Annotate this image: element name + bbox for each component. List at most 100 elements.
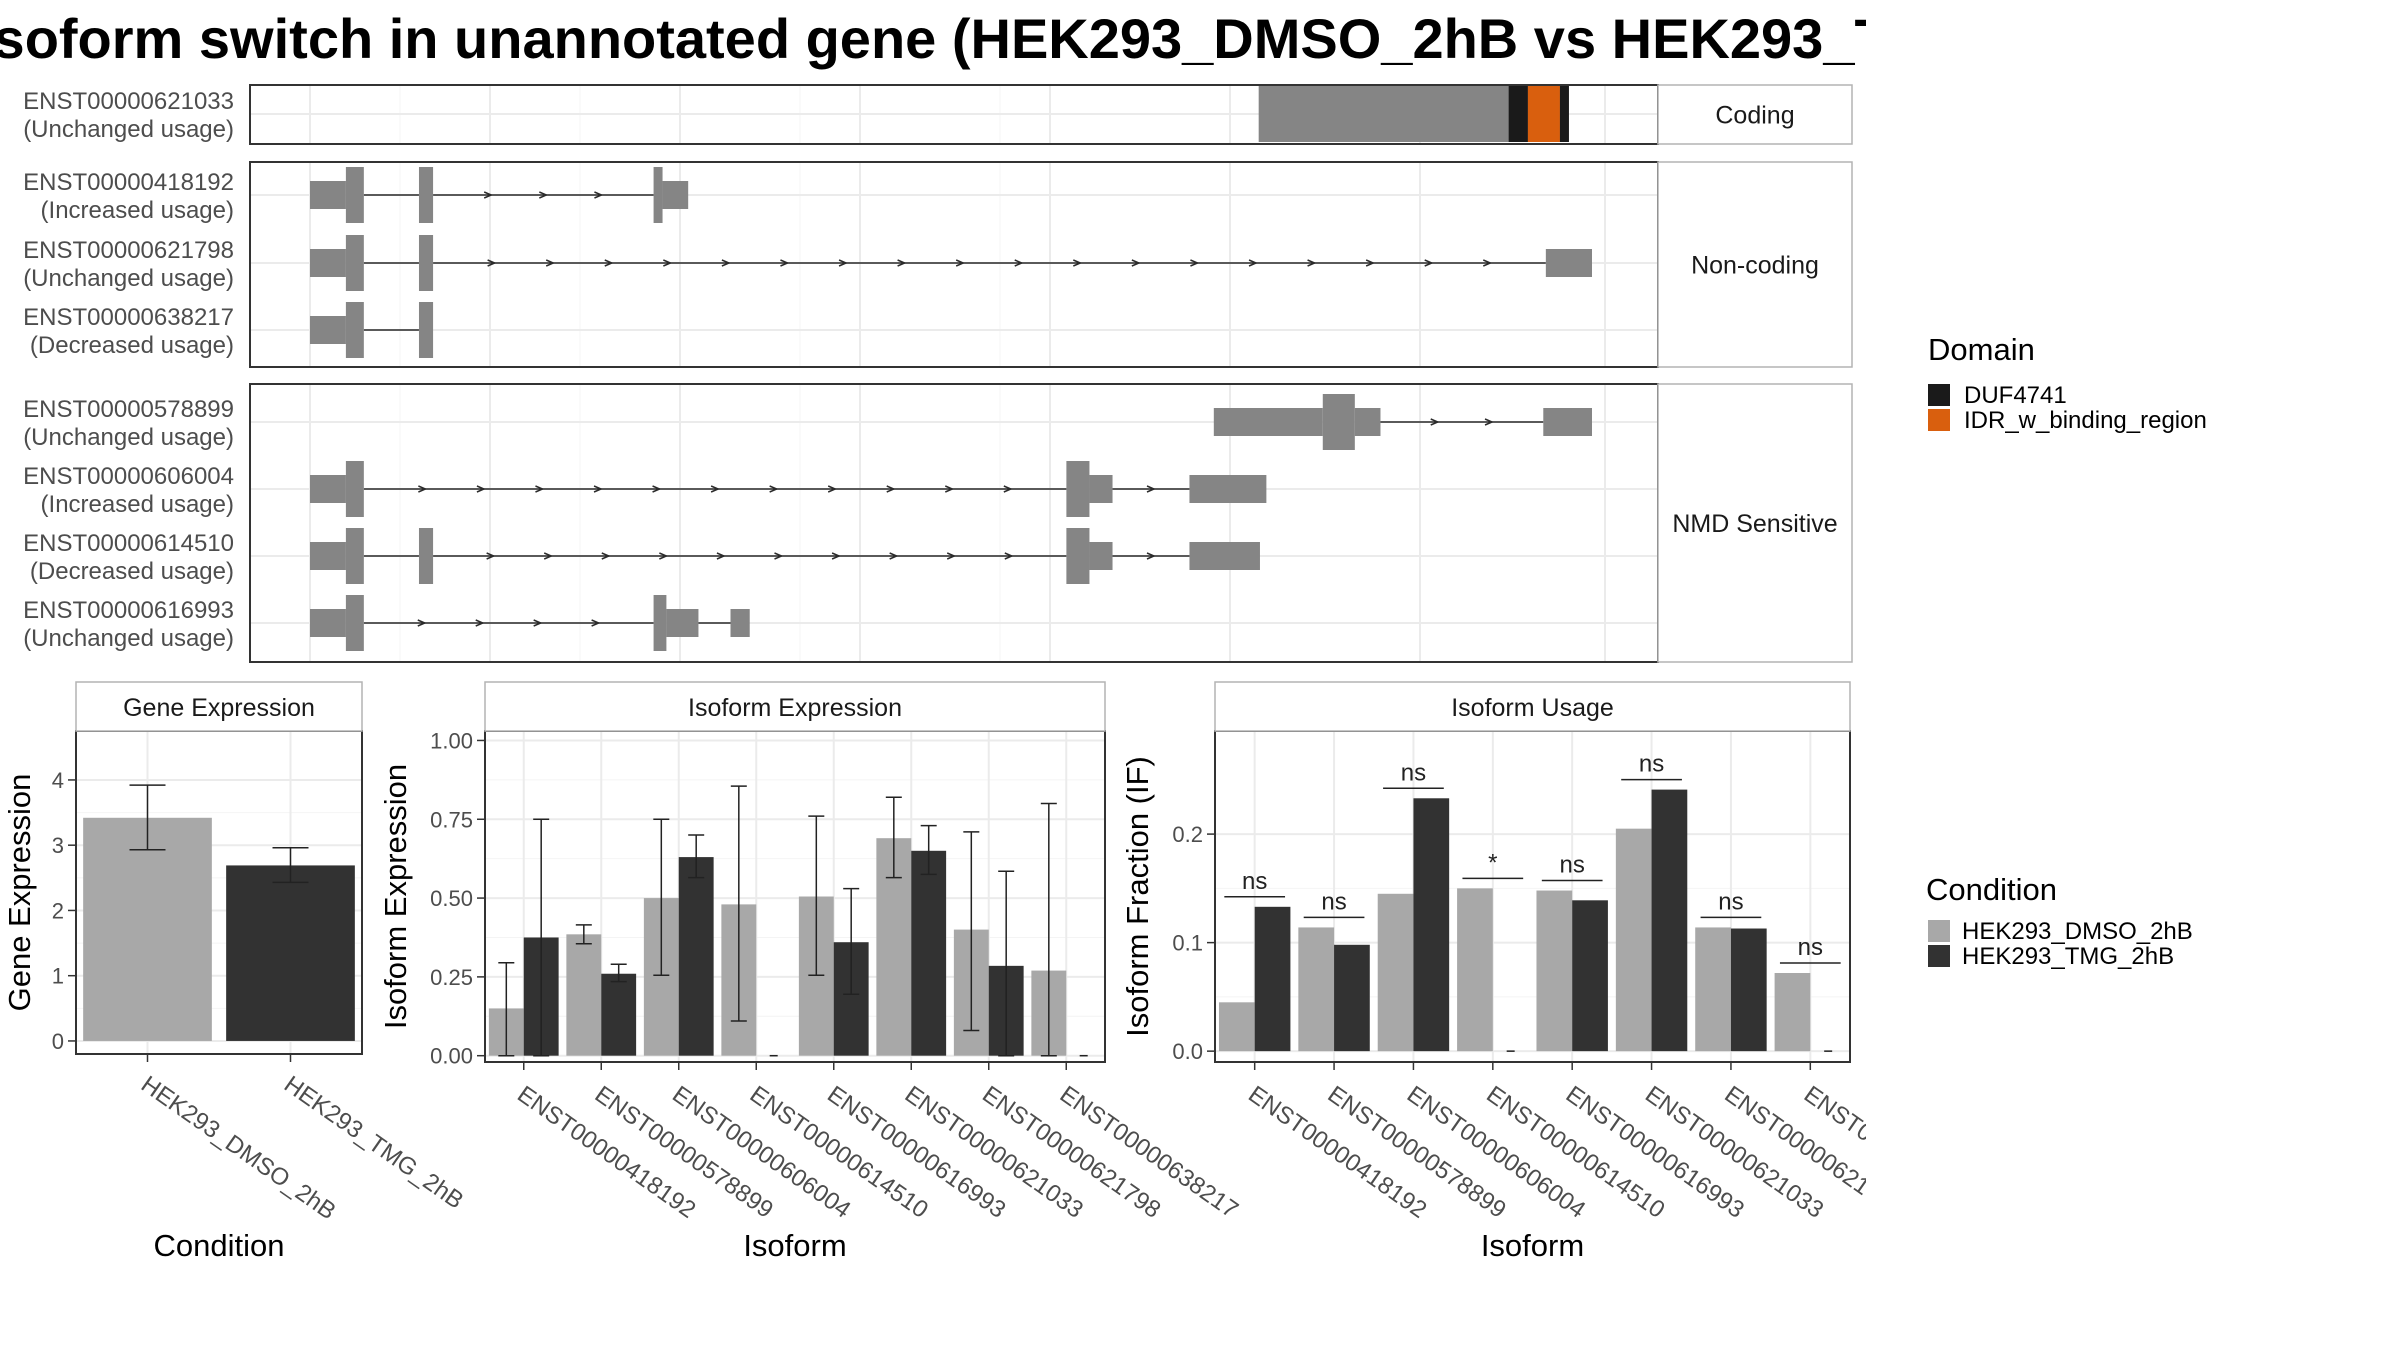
transcript-ENST00000616993: ENST00000616993(Unchanged usage) xyxy=(23,595,750,652)
y-tick-label: 3 xyxy=(52,833,64,858)
intron-direction-arrow xyxy=(774,552,784,560)
intron-direction-arrow xyxy=(539,191,549,199)
intron-direction-arrow xyxy=(1014,259,1024,267)
y-tick-label: 0.1 xyxy=(1172,931,1203,956)
intron-direction-arrow xyxy=(1003,485,1013,493)
transcript-id-label: ENST00000614510 xyxy=(23,530,234,557)
utr-exon xyxy=(1089,475,1113,503)
intron-direction-arrow xyxy=(889,552,899,560)
intron-direction-arrow xyxy=(1190,259,1200,267)
significance-label: ns xyxy=(1560,852,1585,879)
intron-direction-arrow xyxy=(827,485,838,493)
bar-hek293_dmso_2hb-enst00000578899 xyxy=(566,934,602,1056)
y-axis-label: Gene Expression xyxy=(2,774,37,1012)
intron-direction-arrow xyxy=(663,259,673,267)
coding-exon xyxy=(1322,394,1355,450)
utr-exon xyxy=(662,181,689,209)
legend-title: Domain xyxy=(1928,332,2035,367)
bar-hek293_tmg_2hb-enst00000606004 xyxy=(678,857,714,1056)
intron-direction-arrow xyxy=(591,619,601,627)
utr-exon xyxy=(310,609,346,637)
intron-direction-arrow xyxy=(721,259,731,267)
facet-panel-background xyxy=(250,384,1658,662)
intron-direction-arrow xyxy=(1484,418,1494,426)
intron-direction-arrow xyxy=(1307,259,1317,267)
y-tick-label: 4 xyxy=(52,768,64,793)
legend-title: Condition xyxy=(1926,872,2057,907)
bar-hek293_tmg_2hb-enst00000418192 xyxy=(1254,906,1291,1052)
y-tick-label: 0.0 xyxy=(1172,1039,1203,1064)
facet-strip-label: Non-coding xyxy=(1691,252,1819,280)
title-clip-mask xyxy=(1866,0,2400,1350)
intron-direction-arrow xyxy=(1004,552,1014,560)
legend-swatch xyxy=(1928,384,1950,406)
intron-direction-arrow xyxy=(886,485,896,493)
intron-direction-arrow xyxy=(1248,259,1258,267)
coding-exon xyxy=(1066,528,1090,584)
intron-direction-arrow xyxy=(659,552,669,560)
intron-direction-arrow xyxy=(838,259,848,267)
coding-exon xyxy=(653,595,667,651)
transcript-usage-label: (Unchanged usage) xyxy=(23,424,234,451)
bar-hek293_tmg_2hb-enst00000606004 xyxy=(1413,798,1450,1052)
significance-label: * xyxy=(1488,849,1497,876)
intron-direction-arrow xyxy=(1424,259,1434,267)
transcript-usage-label: (Decreased usage) xyxy=(30,332,234,359)
legend-swatch xyxy=(1928,945,1950,967)
facet-panel-background xyxy=(250,162,1658,367)
utr-exon xyxy=(730,609,750,637)
significance-label: ns xyxy=(1798,934,1823,961)
intron-direction-arrow xyxy=(716,552,726,560)
intron-direction-arrow xyxy=(1131,259,1141,267)
intron-direction-arrow xyxy=(1073,259,1083,267)
coding-exon xyxy=(345,461,364,517)
y-tick-label: 2 xyxy=(52,898,64,923)
utr-exon xyxy=(1354,408,1381,436)
intron-direction-arrow xyxy=(946,552,957,560)
intron-direction-arrow xyxy=(780,259,790,267)
transcript-usage-label: (Unchanged usage) xyxy=(23,116,234,143)
transcript-ENST00000578899: ENST00000578899(Unchanged usage) xyxy=(23,394,1592,451)
intron-direction-arrow xyxy=(476,485,486,493)
significance-label: ns xyxy=(1321,888,1346,915)
bar-hek293_dmso_2hb xyxy=(83,817,212,1041)
transcript-ENST00000614510: ENST00000614510(Decreased usage) xyxy=(23,528,1260,585)
transcript-id-label: ENST00000621033 xyxy=(23,88,234,115)
utr-exon xyxy=(310,316,346,344)
y-axis-label: Isoform Expression xyxy=(378,764,413,1029)
intron-direction-arrow xyxy=(601,552,611,560)
intron-direction-arrow xyxy=(1482,259,1493,267)
intron-direction-arrow xyxy=(487,259,497,267)
transcript-usage-label: (Decreased usage) xyxy=(30,558,234,585)
transcript-ENST00000418192: ENST00000418192(Increased usage) xyxy=(23,167,689,224)
significance-label: ns xyxy=(1718,888,1743,915)
facet-strip-label: Coding xyxy=(1715,102,1794,130)
utr-exon xyxy=(1189,475,1267,503)
transcript-usage-label: (Increased usage) xyxy=(41,491,234,518)
chart-strip xyxy=(75,681,363,732)
figure-title: Isoform switch in unannotated gene (HEK2… xyxy=(0,7,2134,70)
y-tick-label: 0.00 xyxy=(430,1044,473,1069)
transcript-id-label: ENST00000621798 xyxy=(23,237,234,264)
coding-exon xyxy=(345,528,364,584)
legend-swatch xyxy=(1928,920,1950,942)
transcript-structure-plot: ENST00000621033(Unchanged usage) CodingEN… xyxy=(23,84,1853,663)
bar-hek293_tmg_2hb-enst00000621798 xyxy=(1730,928,1767,1052)
chart-strip xyxy=(484,681,1106,732)
chart-panel-isoform-expression: 0.000.250.500.751.00ENST00000418192ENST0… xyxy=(378,681,1243,1263)
intron-direction-arrow xyxy=(944,485,955,493)
utr-exon xyxy=(310,542,346,570)
coding-exon xyxy=(418,528,434,584)
facet-strip xyxy=(1657,84,1853,145)
domain-duf4741 xyxy=(1508,86,1528,142)
x-axis-label: Isoform xyxy=(743,1228,846,1263)
chart-strip xyxy=(1214,681,1851,732)
intron-direction-arrow xyxy=(594,191,604,199)
bar-hek293_tmg_2hb-enst00000621033 xyxy=(1651,789,1688,1052)
utr-exon xyxy=(1189,542,1260,570)
facet-strip xyxy=(1657,383,1853,663)
intron-direction-arrow xyxy=(652,485,662,493)
